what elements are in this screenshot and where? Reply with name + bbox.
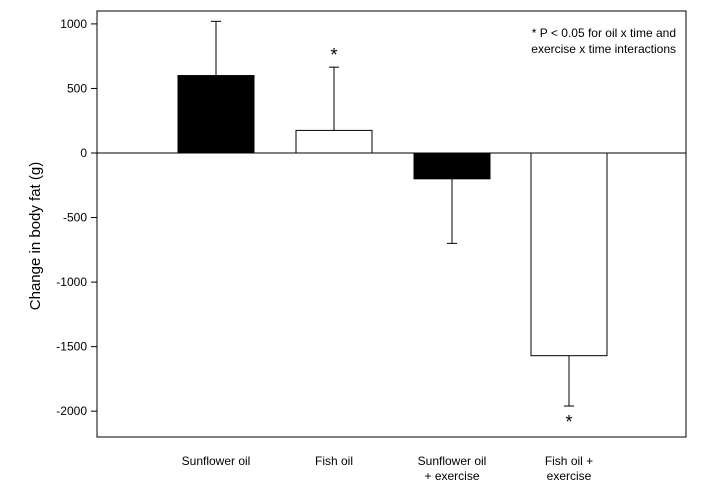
significance-note-line-1: * P < 0.05 for oil x time and <box>532 26 676 40</box>
x-category-label: Fish oil + <box>545 454 593 468</box>
bar <box>530 152 608 357</box>
plot-frame <box>96 10 687 438</box>
significance-note: * P < 0.05 for oil x time and exercise x… <box>531 26 676 56</box>
bar <box>295 129 373 154</box>
y-tick-label: -1500 <box>56 340 87 354</box>
bar <box>413 152 491 180</box>
y-tick-label: 0 <box>80 146 87 160</box>
x-category-label: Sunflower oil <box>418 454 487 468</box>
significance-marker: * <box>330 45 337 65</box>
x-category-label: Fish oil <box>315 454 353 468</box>
x-category-label: exercise <box>547 469 592 483</box>
y-tick-label: 1000 <box>60 17 87 31</box>
significance-note-line-2: exercise x time interactions <box>531 42 676 56</box>
x-category-label: Sunflower oil <box>182 454 251 468</box>
y-tick-label: 500 <box>67 81 87 95</box>
y-tick-label: -2000 <box>56 404 87 418</box>
bar <box>177 75 255 154</box>
y-axis-title: Change in body fat (g) <box>27 162 44 310</box>
y-tick-label: -1000 <box>56 275 87 289</box>
significance-marker: * <box>565 412 572 432</box>
x-category-label: + exercise <box>424 469 479 483</box>
y-tick-label: -500 <box>63 211 87 225</box>
